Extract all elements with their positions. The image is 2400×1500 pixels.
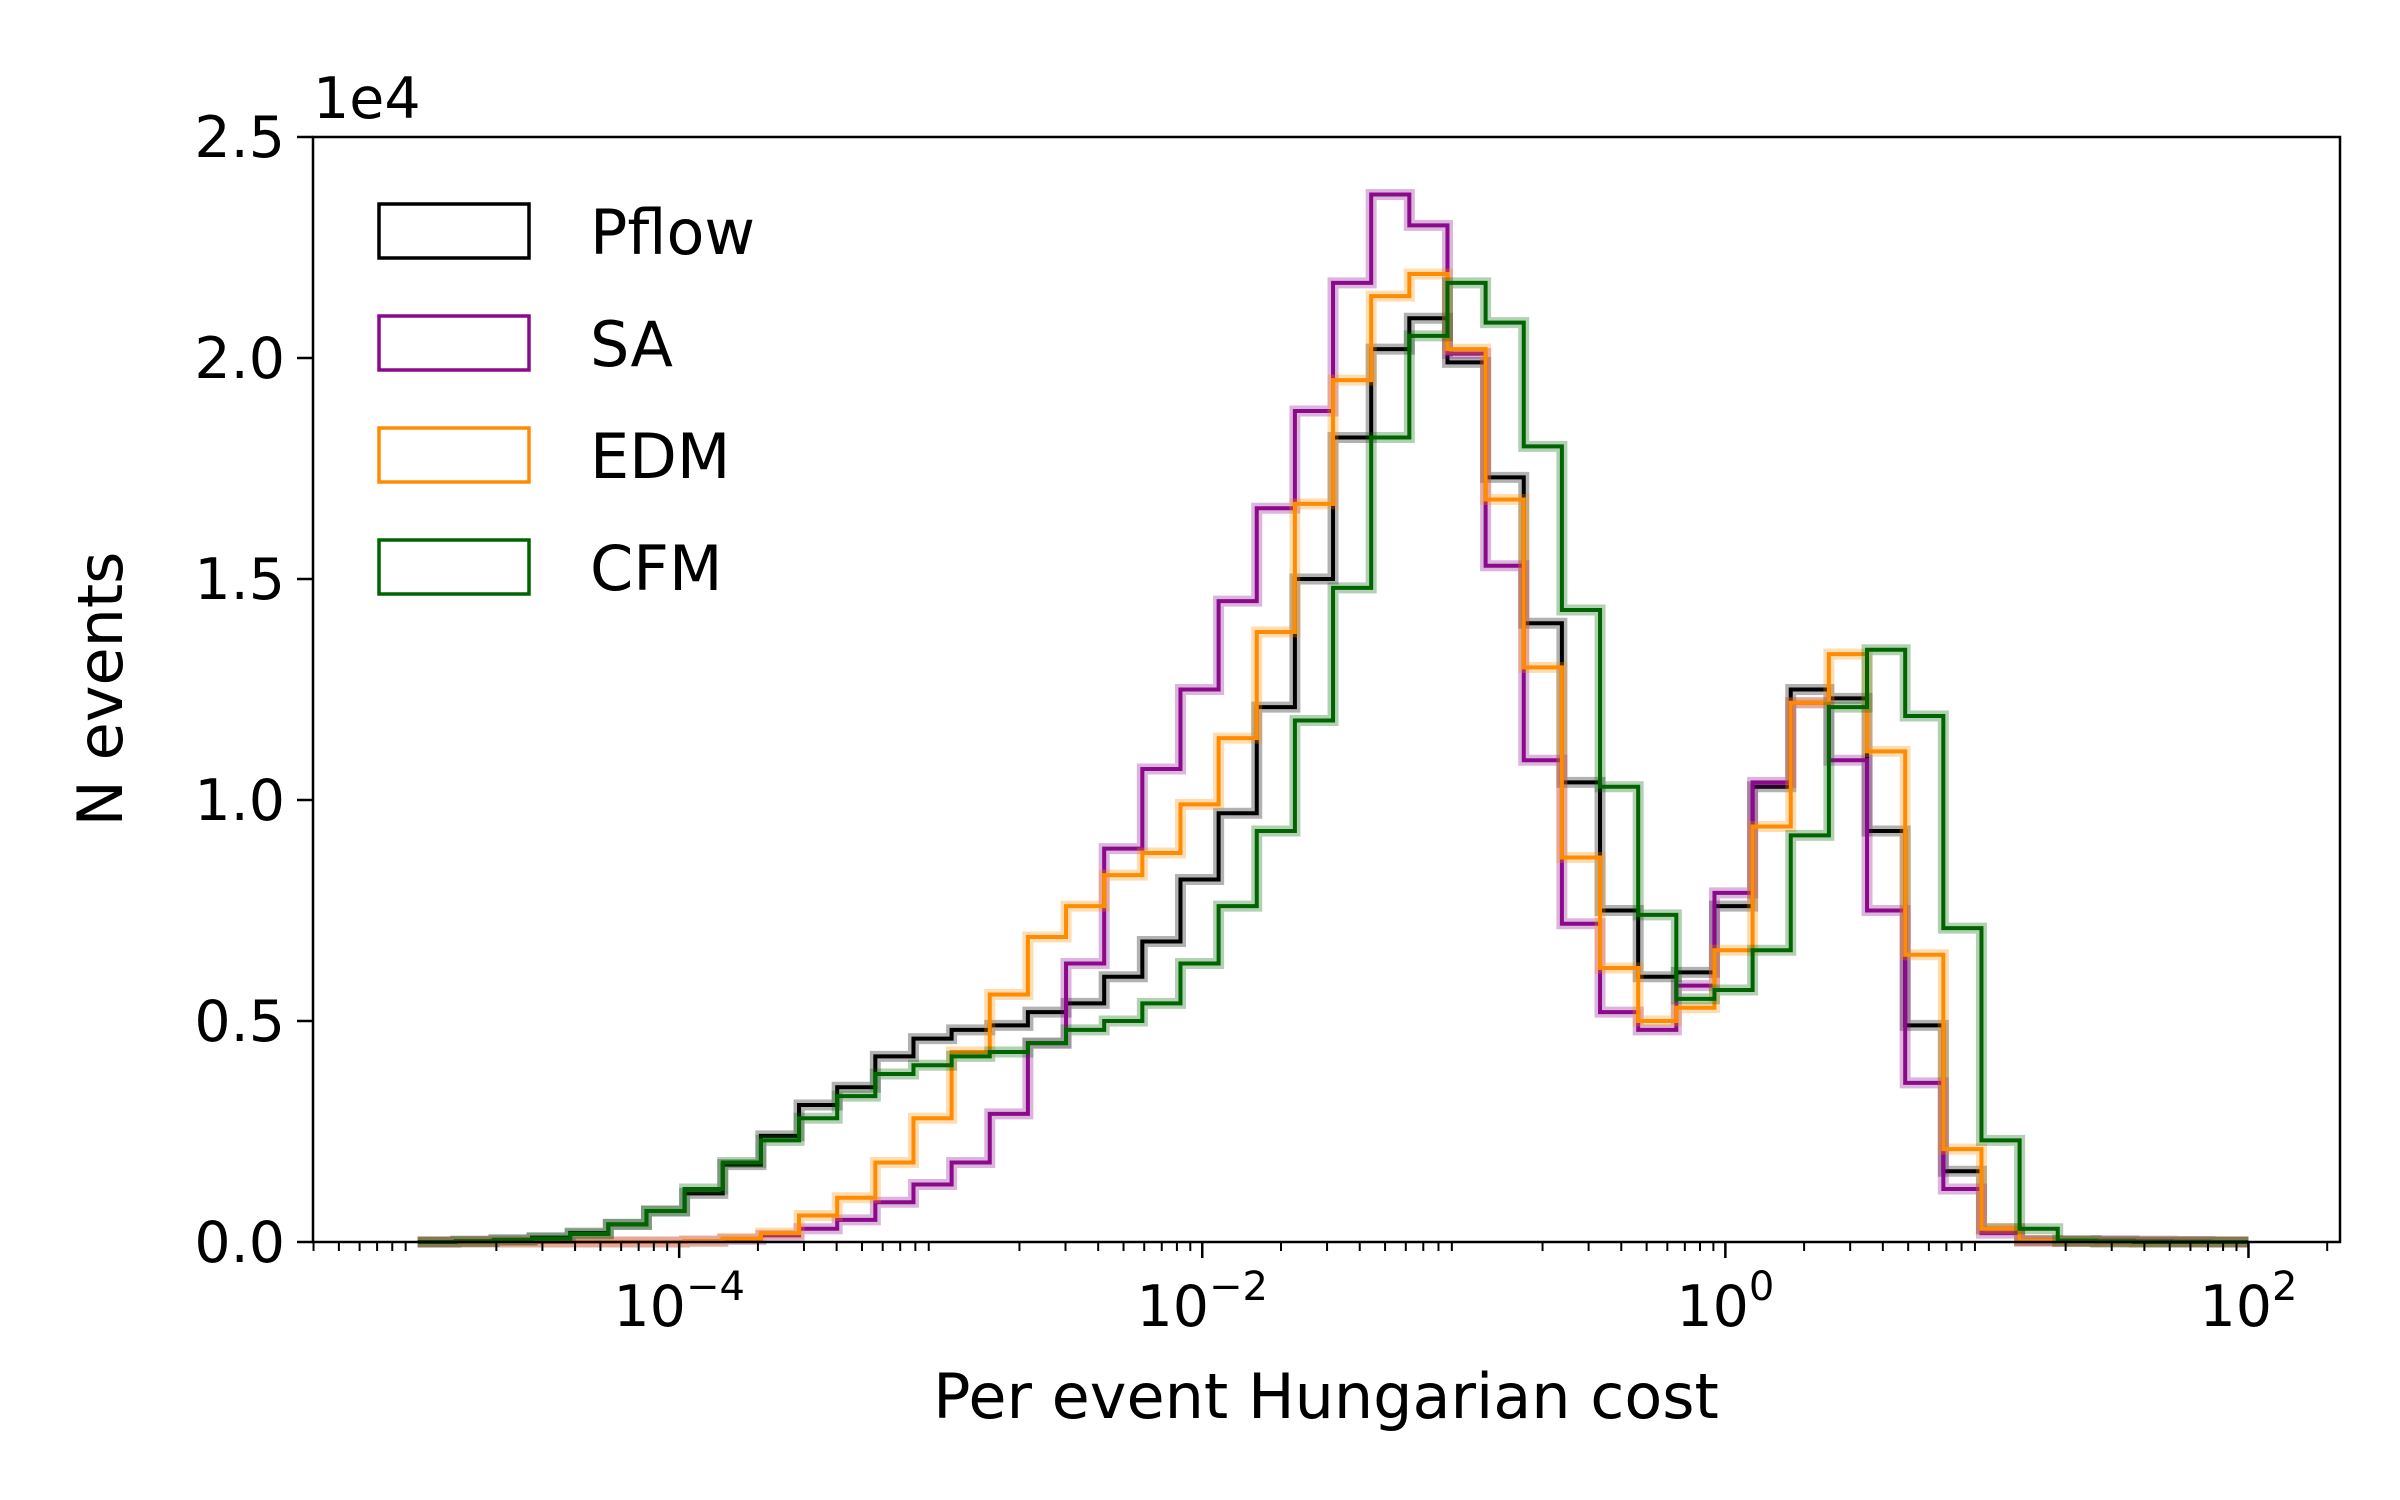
series-layer xyxy=(417,188,2249,1248)
legend-swatch-sa xyxy=(377,314,531,372)
legend: Pflow SA EDM CFM xyxy=(377,196,755,605)
x-tick-label: 10−4 xyxy=(613,1264,745,1340)
x-tick-label: 10−2 xyxy=(1137,1264,1269,1340)
y-offset-text: 1e4 xyxy=(313,66,421,132)
legend-label-pflow: Pflow xyxy=(590,196,755,269)
x-tick-label: 102 xyxy=(2199,1264,2297,1340)
x-axis-ticks: 10−4 10−2 100 102 xyxy=(312,1242,2329,1340)
y-tick-label: 1.5 xyxy=(194,547,285,613)
x-axis-label: Per event Hungarian cost xyxy=(933,1360,1719,1433)
legend-label-edm: EDM xyxy=(590,420,730,493)
y-tick-label: 1.0 xyxy=(194,768,285,834)
legend-label-sa: SA xyxy=(590,308,673,381)
legend-label-cfm: CFM xyxy=(590,532,722,605)
legend-swatch-cfm xyxy=(377,538,531,596)
y-axis-label: N events xyxy=(64,552,137,827)
y-tick-label: 2.0 xyxy=(194,326,285,392)
y-tick-label: 2.5 xyxy=(194,105,285,171)
y-tick-label: 0.0 xyxy=(194,1210,285,1276)
series-edm-step-line xyxy=(417,272,2249,1244)
y-axis-ticks: 0.0 0.5 1.0 1.5 2.0 2.5 xyxy=(194,105,313,1276)
series-cfm-step-line xyxy=(417,280,2249,1244)
legend-swatch-pflow xyxy=(377,202,531,260)
legend-swatch-edm xyxy=(377,426,531,484)
y-tick-label: 0.5 xyxy=(194,989,285,1055)
x-tick-label: 100 xyxy=(1676,1264,1774,1340)
